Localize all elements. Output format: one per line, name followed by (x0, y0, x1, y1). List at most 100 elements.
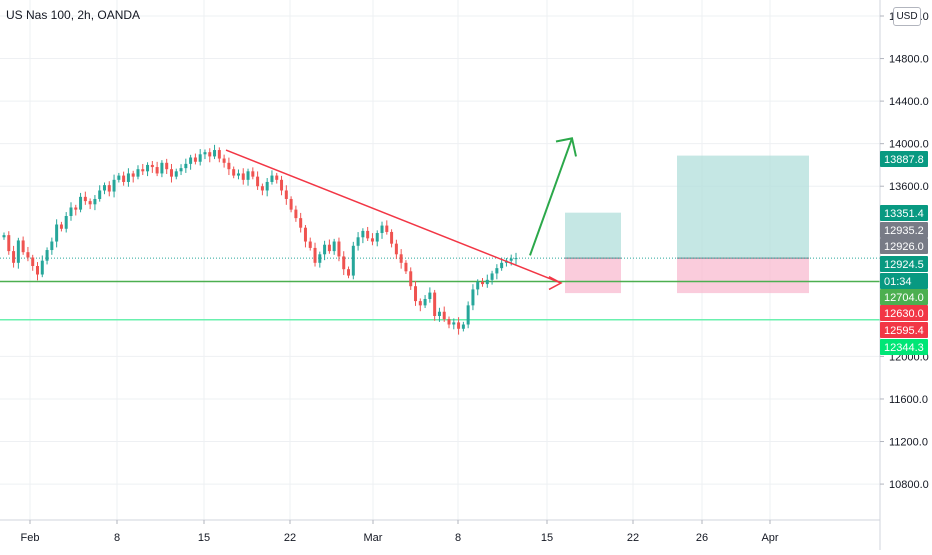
candle-body (256, 176, 260, 187)
candle-body (323, 244, 327, 255)
price-label-bg (880, 222, 928, 238)
chart-title: US Nas 100, 2h, OANDA (6, 8, 141, 22)
candle-body (136, 169, 140, 177)
price-label-level-b: 12926.0 (884, 241, 924, 253)
candle-body (500, 262, 504, 269)
candle-body (69, 207, 73, 216)
candle-body (12, 251, 16, 263)
stop-zone (677, 258, 809, 294)
candle-body (433, 292, 437, 316)
candle-body (146, 164, 150, 172)
candle-body (366, 230, 370, 239)
candle-body (35, 266, 39, 275)
candle-body (59, 224, 63, 229)
candle-body (102, 185, 106, 191)
y-tick-label: 11600.0 (889, 394, 928, 406)
candle-body (93, 198, 97, 205)
candle-body (461, 324, 465, 329)
target-zone (565, 212, 621, 259)
price-label-stop-1: 12630.0 (884, 308, 924, 320)
candle-body (208, 152, 212, 157)
candle-body (337, 241, 341, 257)
candle-body (16, 240, 20, 263)
candle-body (2, 235, 6, 238)
x-tick-label: 15 (541, 532, 553, 544)
price-label-bg (880, 205, 928, 221)
candle-body (184, 163, 188, 169)
candle-body (351, 245, 355, 276)
candle-body (495, 268, 499, 274)
candle-body (437, 311, 441, 316)
candle-body (385, 225, 389, 232)
candle-body (404, 262, 408, 272)
candle-body (174, 171, 178, 177)
candle-body (356, 237, 360, 246)
price-label-bg (880, 151, 928, 167)
candle-body (79, 196, 83, 210)
y-tick-label: 14400.0 (889, 96, 929, 108)
price-label-countdown: 01:34 (884, 276, 912, 288)
x-tick-label: Mar (364, 532, 383, 544)
candle-body (466, 305, 470, 325)
x-tick-label: 8 (114, 532, 120, 544)
trendline-arrowhead (548, 275, 563, 291)
price-label-target-low: 13351.4 (884, 208, 924, 220)
candle-body (375, 233, 379, 242)
candle-body (380, 225, 384, 234)
candle-body (160, 162, 164, 174)
horizontal-lines (0, 257, 880, 321)
x-tick-label: 26 (696, 532, 708, 544)
price-label-last-price: 12924.5 (884, 259, 924, 271)
candle-body (117, 175, 121, 180)
position-zones (565, 155, 809, 294)
candle-body (26, 252, 30, 258)
candle-body (227, 162, 231, 170)
candle-body (313, 247, 317, 263)
candle-body (193, 157, 197, 162)
y-tick-label: 13600.0 (889, 181, 929, 193)
x-tick-label: 8 (455, 532, 461, 544)
candle-body (394, 243, 398, 255)
candle-body (361, 230, 365, 238)
candle-body (509, 258, 513, 261)
candle-body (45, 250, 49, 261)
candle-body (514, 258, 518, 260)
price-label-support-2: 12344.3 (884, 342, 924, 354)
bullish-arrow (529, 138, 573, 256)
candle-body (112, 179, 116, 192)
candles (2, 144, 518, 335)
candle-body (294, 209, 298, 219)
candle-body (241, 173, 245, 180)
candle-body (88, 201, 92, 205)
candle-body (342, 256, 346, 270)
currency-button[interactable]: USD (893, 7, 921, 26)
candle-body (83, 196, 87, 202)
candle-body (490, 273, 494, 280)
candle-body (222, 158, 226, 163)
x-tick-label: 22 (627, 532, 639, 544)
candle-body (370, 238, 374, 242)
candle-body (284, 190, 288, 199)
candle-body (251, 171, 255, 177)
y-tick-label: 14800.0 (889, 54, 929, 66)
candle-body (31, 257, 35, 266)
candle-body (55, 224, 59, 242)
candle-body (179, 168, 183, 172)
candle-body (442, 311, 446, 320)
candle-body (347, 269, 351, 276)
candle-body (428, 292, 432, 299)
candle-body (155, 167, 159, 174)
candle-body (246, 171, 250, 180)
candle-body (50, 241, 54, 251)
candle-body (270, 175, 274, 182)
candle-body (74, 207, 78, 210)
candle-body (122, 175, 126, 182)
candle-body (332, 241, 336, 252)
bullish-arrowhead (555, 137, 577, 157)
candle-body (21, 240, 25, 253)
candle-body (189, 157, 193, 164)
candle-body (131, 173, 135, 177)
candle-body (399, 254, 403, 263)
